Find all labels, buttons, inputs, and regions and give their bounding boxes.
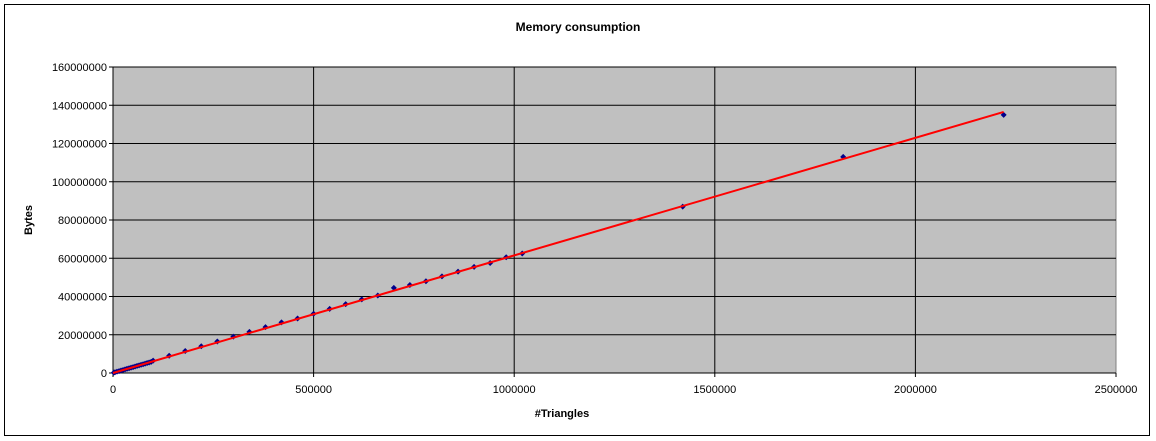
x-tick-label: 1500000 (693, 384, 736, 396)
y-tick-label: 20000000 (58, 330, 107, 342)
y-tick-label: 120000000 (52, 139, 107, 151)
x-tick-label: 2500000 (1095, 384, 1138, 396)
y-tick-label: 100000000 (52, 177, 107, 189)
gridlines (109, 66, 1117, 377)
y-tick-label: 160000000 (52, 62, 107, 74)
y-tick-label: 80000000 (58, 215, 107, 227)
x-tick-labels: 0 500000 1000000 1500000 2000000 2500000 (110, 384, 1137, 396)
x-tick-label: 1000000 (493, 384, 536, 396)
data-marks (110, 110, 1007, 376)
y-axis-label: Bytes (23, 205, 35, 235)
y-tick-label: 60000000 (58, 253, 107, 265)
chart-svg: Memory consumption 020000000400000006000… (23, 20, 1137, 420)
trendline (112, 110, 1004, 374)
y-tick-label: 40000000 (58, 292, 107, 304)
x-tick-label: 0 (110, 384, 116, 396)
y-tick-label: 0 (101, 368, 107, 380)
x-axis-label: #Triangles (535, 408, 589, 420)
x-tick-label: 2000000 (894, 384, 937, 396)
chart-title: Memory consumption (516, 20, 641, 34)
chart-frame: Memory consumption 0 20000000 40000000 6000… (4, 4, 1150, 436)
x-tick-label: 500000 (295, 384, 332, 396)
y-tick-labels: 0 20000000 40000000 60000000 80000000 1000000… (52, 62, 107, 380)
y-tick-label: 140000000 (52, 100, 107, 112)
